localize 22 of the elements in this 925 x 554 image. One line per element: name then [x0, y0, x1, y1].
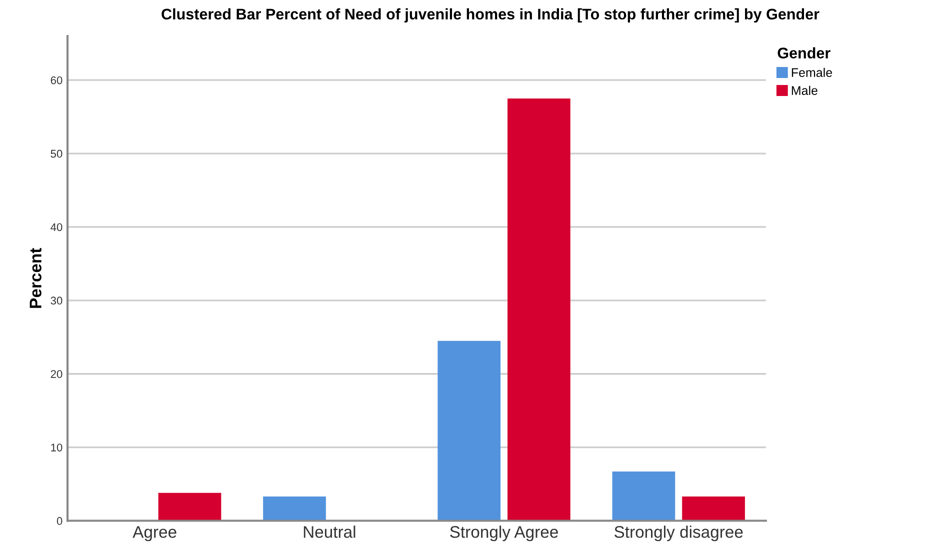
y-tick-label: 20	[50, 370, 62, 378]
x-tick-label: Strongly disagree	[614, 526, 743, 542]
chart-title: Clustered Bar Percent of Need of juvenile homes in India [To stop further crime] by Gender	[162, 8, 820, 23]
legend-label: Male	[792, 86, 818, 95]
y-tick-label: 30	[50, 296, 62, 305]
y-tick-label: 50	[50, 150, 62, 158]
bar	[158, 492, 222, 521]
y-tick-label: 10	[51, 444, 62, 452]
bar	[682, 496, 745, 521]
y-tick-label: 60	[50, 76, 62, 84]
bar	[263, 496, 326, 521]
legend-label: Female	[792, 68, 832, 77]
x-tick-label: Agree	[132, 526, 176, 542]
legend-title: Gender	[778, 47, 830, 58]
bar	[508, 98, 570, 521]
bar	[612, 472, 676, 521]
bar	[438, 340, 501, 521]
y-axis-title: Percent	[30, 248, 42, 308]
y-tick-label: 0	[56, 517, 62, 525]
y-tick-label: 40	[50, 223, 62, 232]
x-tick-label: Strongly Agree	[450, 526, 558, 542]
x-tick-label: Neutral	[304, 526, 356, 538]
